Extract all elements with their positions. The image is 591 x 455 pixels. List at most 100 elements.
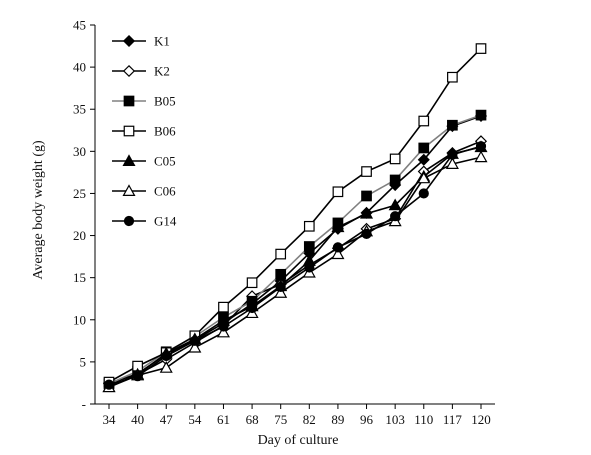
data-point-b05 — [361, 190, 372, 202]
data-point-c06 — [331, 247, 345, 260]
legend-entry-b05: B05 — [112, 94, 176, 109]
data-point-g14 — [189, 335, 200, 346]
y-tick-label: 20 — [73, 228, 86, 243]
legend-entry-k1: K1 — [112, 34, 170, 49]
x-tick-label: 103 — [385, 412, 405, 427]
legend-entry-g14: G14 — [112, 214, 177, 229]
legend-entry-b06: B06 — [112, 124, 176, 139]
data-point-g14 — [246, 302, 258, 314]
series-layer — [102, 43, 488, 393]
data-point-b06 — [361, 166, 372, 177]
data-point-g14 — [390, 211, 401, 222]
data-point-b05 — [475, 109, 487, 121]
data-point-b06 — [332, 186, 344, 198]
y-tick-label: 15 — [73, 270, 86, 285]
legend-marker-k2 — [122, 64, 136, 78]
data-point-c05 — [360, 206, 374, 219]
series-g14 — [103, 141, 487, 390]
data-point-b05 — [389, 174, 401, 186]
legend-label-c06: C06 — [154, 184, 176, 199]
x-tick-label: 61 — [217, 412, 230, 427]
data-point-c06 — [417, 171, 431, 184]
data-point-k1 — [417, 153, 430, 166]
data-point-c06 — [216, 325, 230, 338]
legend-label-k2: K2 — [154, 64, 170, 79]
data-point-c06 — [159, 361, 173, 373]
legend-marker-g14 — [123, 215, 135, 227]
x-tick-label: 47 — [160, 412, 174, 427]
y-tick-label: 40 — [73, 60, 86, 75]
data-point-b05 — [303, 241, 315, 252]
y-tick-label: - — [82, 397, 86, 412]
x-tick-label: 89 — [331, 412, 344, 427]
x-tick-label: 110 — [414, 412, 433, 427]
legend-entry-c05: C05 — [112, 154, 176, 169]
y-tick-label: 30 — [73, 144, 86, 159]
data-point-b05 — [447, 119, 458, 131]
data-point-g14 — [161, 350, 172, 362]
x-tick-label: 54 — [188, 412, 202, 427]
data-point-g14 — [132, 371, 143, 382]
legend-marker-c05 — [122, 154, 136, 166]
series-b05 — [103, 109, 487, 390]
y-tick-label: 10 — [73, 312, 86, 327]
series-line-g14 — [108, 145, 482, 386]
x-tick-label: 120 — [471, 412, 491, 427]
data-point-b06 — [475, 43, 487, 54]
data-point-b06 — [275, 248, 287, 260]
data-point-g14 — [447, 149, 458, 160]
data-point-b05 — [275, 268, 287, 280]
data-point-c05 — [331, 220, 345, 233]
data-point-g14 — [218, 321, 229, 332]
x-tick-label: 96 — [360, 412, 374, 427]
legend: K1 K2 B05 B06 C05 C06 G14 — [112, 34, 177, 229]
ticks-layer: - 5 10 15 20 25 30 35 40 45 34 40 47 54 61 68 75 82 89 96 10… — [73, 18, 491, 428]
y-tick-label: 5 — [80, 354, 87, 369]
legend-label-b05: B05 — [154, 94, 176, 109]
legend-label-b06: B06 — [154, 124, 176, 139]
x-tick-label: 82 — [303, 412, 316, 427]
data-point-g14 — [361, 228, 372, 239]
y-tick-label: 25 — [73, 186, 86, 201]
data-point-g14 — [275, 281, 286, 293]
legend-label-k1: K1 — [154, 34, 170, 49]
data-point-g14 — [418, 188, 429, 199]
legend-label-c05: C05 — [154, 154, 176, 169]
legend-marker-k1 — [122, 34, 136, 48]
x-tick-label: 68 — [246, 412, 259, 427]
data-point-b05 — [418, 142, 430, 154]
data-point-b06 — [246, 277, 258, 289]
legend-entry-c06: C06 — [112, 184, 176, 199]
data-point-b06 — [218, 301, 229, 313]
x-tick-label: 75 — [274, 412, 287, 427]
data-point-b06 — [303, 220, 315, 232]
data-point-c05 — [388, 198, 402, 211]
y-axis-title: Average body weight (g) — [31, 140, 46, 280]
data-point-c06 — [445, 157, 459, 169]
data-point-c06 — [274, 286, 288, 298]
x-axis-title: Day of culture — [258, 433, 339, 448]
data-point-b06 — [418, 115, 430, 127]
series-line-c06 — [108, 156, 482, 388]
data-point-g14 — [475, 141, 487, 152]
axes-layer: Average body weight (g) Day of culture — [31, 25, 495, 448]
data-point-b06 — [389, 153, 401, 165]
data-point-c06 — [188, 340, 202, 353]
legend-label-g14: G14 — [154, 214, 177, 229]
data-point-b06 — [447, 71, 458, 83]
x-tick-label: 40 — [131, 412, 144, 427]
x-tick-label: 117 — [443, 412, 463, 427]
data-point-g14 — [103, 379, 115, 390]
y-tick-label: 35 — [73, 102, 86, 117]
data-point-c06 — [474, 150, 488, 163]
data-point-g14 — [332, 242, 344, 253]
x-tick-label: 34 — [103, 412, 117, 427]
y-tick-label: 45 — [73, 18, 86, 33]
legend-marker-b06 — [123, 125, 135, 137]
legend-marker-b05 — [123, 95, 135, 107]
legend-marker-c06 — [122, 184, 136, 196]
data-point-g14 — [304, 262, 315, 273]
legend-entry-k2: K2 — [112, 64, 170, 79]
